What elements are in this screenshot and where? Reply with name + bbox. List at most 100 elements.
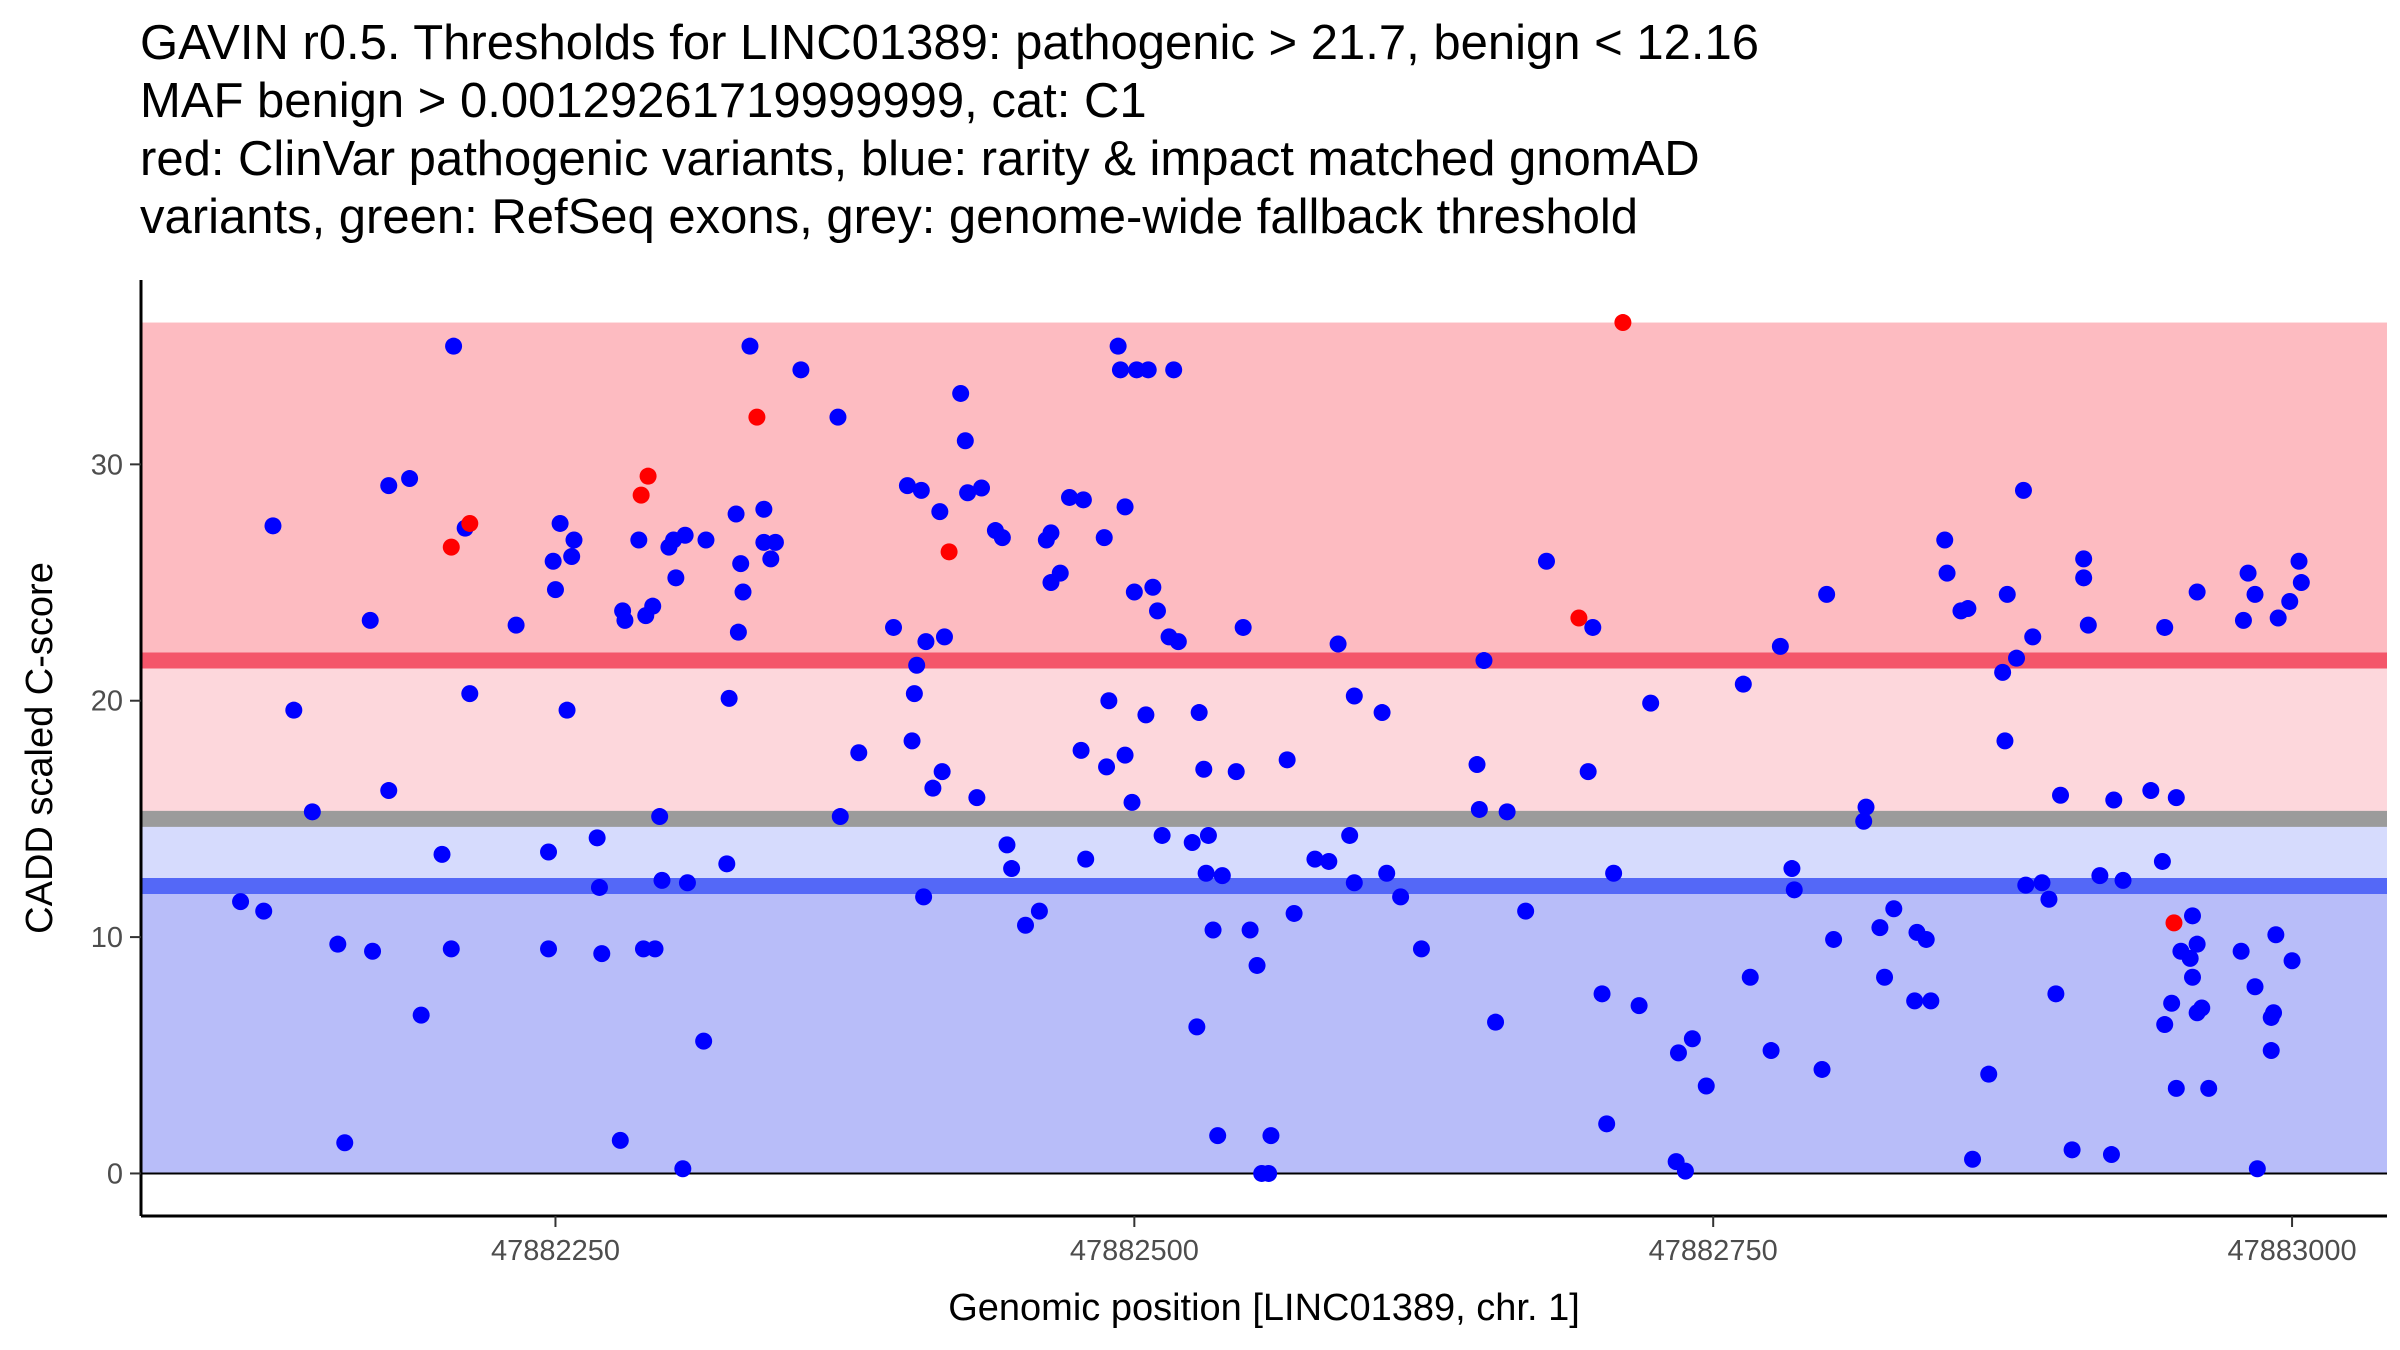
- gnomad-variant-point: [676, 526, 694, 544]
- gnomad-variant-point: [762, 550, 780, 568]
- clinvar-pathogenic-point: [940, 543, 958, 561]
- gnomad-variant-point: [792, 361, 810, 379]
- gnomad-variant-point: [2075, 569, 2093, 587]
- gnomad-variant-point: [1584, 618, 1602, 636]
- gnomad-variant-point: [1341, 826, 1359, 844]
- x-tick-label: 47883000: [2228, 1235, 2357, 1267]
- gnomad-variant-point: [968, 789, 986, 807]
- chart-title-line-1: GAVIN r0.5. Thresholds for LINC01389: pa…: [140, 16, 1759, 70]
- gnomad-variant-point: [1676, 1162, 1694, 1180]
- gnomad-variant-point: [1190, 704, 1208, 722]
- gnomad-variant-point: [1030, 902, 1048, 920]
- gnomad-variant-point: [1197, 864, 1215, 882]
- chart-title-line-4: variants, green: RefSeq exons, grey: gen…: [140, 190, 1639, 244]
- gnomad-variant-point: [616, 611, 634, 629]
- y-axis-title: CADD scaled C-score: [19, 562, 61, 934]
- gnomad-variant-point: [1017, 916, 1035, 934]
- chart-title-line-3: red: ClinVar pathogenic variants, blue: …: [140, 132, 1700, 186]
- gnomad-variant-point: [551, 514, 569, 532]
- x-tick-label: 47882250: [491, 1235, 620, 1267]
- gnomad-variant-point: [1392, 888, 1410, 906]
- gnomad-variant-point: [959, 484, 977, 502]
- clinvar-pathogenic-point: [1614, 314, 1632, 332]
- gnomad-variant-point: [2033, 874, 2051, 892]
- gnomad-variant-point: [1262, 1127, 1280, 1145]
- gnomad-variant-point: [1994, 663, 2012, 681]
- gnomad-variant-point: [1144, 578, 1162, 596]
- gnomad-variant-point: [1906, 992, 1924, 1010]
- gnomad-variant-point: [2014, 481, 2032, 499]
- gnomad-variant-point: [1771, 637, 1789, 655]
- gnomad-variant-point: [264, 517, 282, 535]
- gnomad-variant-point: [1109, 337, 1127, 355]
- gnomad-variant-point: [255, 902, 273, 920]
- gnomad-variant-point: [2184, 968, 2202, 986]
- gnomad-variant-point: [1876, 968, 1894, 986]
- gnomad-variant-point: [1234, 618, 1252, 636]
- gnomad-variant-point: [2153, 852, 2171, 870]
- gnomad-variant-point: [1188, 1018, 1206, 1036]
- gnomad-variant-point: [2167, 1079, 2185, 1097]
- gnomad-variant-point: [915, 888, 933, 906]
- data-points: [232, 314, 2310, 1182]
- gnomad-variant-point: [2239, 564, 2257, 582]
- gnomad-variant-point: [1378, 864, 1396, 882]
- gnomad-variant-point: [1074, 491, 1092, 509]
- gnomad-variant-point: [588, 829, 606, 847]
- gnomad-variant-point: [1111, 361, 1129, 379]
- gnomad-variant-point: [2248, 1160, 2266, 1178]
- gnomad-variant-point: [361, 611, 379, 629]
- threshold-zones: [141, 322, 2387, 1174]
- gnomad-variant-point: [565, 531, 583, 549]
- gnomad-variant-point: [1123, 793, 1141, 811]
- gnomad-variant-point: [1783, 860, 1801, 878]
- gnomad-variant-point: [285, 701, 303, 719]
- gnomad-variant-point: [2052, 786, 2070, 804]
- gnomad-variant-point: [364, 942, 382, 960]
- gnomad-variant-point: [1285, 904, 1303, 922]
- gnomad-variant-point: [2234, 611, 2252, 629]
- gnomad-variant-point: [933, 763, 951, 781]
- gnomad-variant-point: [544, 552, 562, 570]
- y-tick-label: 0: [107, 1158, 123, 1190]
- x-axis-title: Genomic position [LINC01389, chr. 1]: [948, 1287, 1580, 1329]
- gnomad-variant-point: [1098, 758, 1116, 776]
- gnomad-variant-point: [917, 633, 935, 651]
- gnomad-variant-point: [1785, 881, 1803, 899]
- gnomad-variant-point: [1996, 732, 2014, 750]
- chart-title: GAVIN r0.5. Thresholds for LINC01389: pa…: [140, 14, 2380, 246]
- clinvar-pathogenic-point: [632, 486, 650, 504]
- gnomad-variant-point: [1697, 1077, 1715, 1095]
- gnomad-variant-point: [303, 803, 321, 821]
- gnomad-variant-point: [2063, 1141, 2081, 1159]
- gnomad-variant-point: [885, 618, 903, 636]
- gnomad-variant-point: [766, 533, 784, 551]
- gnomad-variant-point: [1003, 860, 1021, 878]
- gnomad-variant-point: [1936, 531, 1954, 549]
- gnomad-variant-point: [1213, 867, 1231, 885]
- gnomad-variant-point: [829, 408, 847, 426]
- gnomad-variant-point: [2232, 942, 2250, 960]
- gnomad-variant-point: [2262, 1042, 2280, 1060]
- gnomad-variant-point: [1487, 1013, 1505, 1031]
- gnomad-variant-point: [695, 1032, 713, 1050]
- gnomad-variant-point: [678, 874, 696, 892]
- gnomad-variant-point: [2008, 649, 2026, 667]
- gnomad-variant-point: [935, 628, 953, 646]
- gnomad-variant-point: [1165, 361, 1183, 379]
- gnomad-variant-point: [2075, 550, 2093, 568]
- gnomad-variant-point: [507, 616, 525, 634]
- axes: 47882250 47882500 47882750 47883000 0 10 20 30: [91, 280, 2387, 1267]
- gnomad-variant-point: [1537, 552, 1555, 570]
- gnomad-variant-point: [1734, 675, 1752, 693]
- gnomad-variant-point: [1470, 800, 1488, 818]
- benign-zone: [141, 886, 2387, 1174]
- gnomad-variant-point: [1248, 956, 1266, 974]
- gnomad-variant-point: [903, 732, 921, 750]
- gnomad-variant-point: [1278, 751, 1296, 769]
- gnomad-variant-point: [2188, 935, 2206, 953]
- gnomad-variant-point: [412, 1006, 430, 1024]
- gnomad-variant-point: [1630, 997, 1648, 1015]
- gnomad-variant-point: [1148, 602, 1166, 620]
